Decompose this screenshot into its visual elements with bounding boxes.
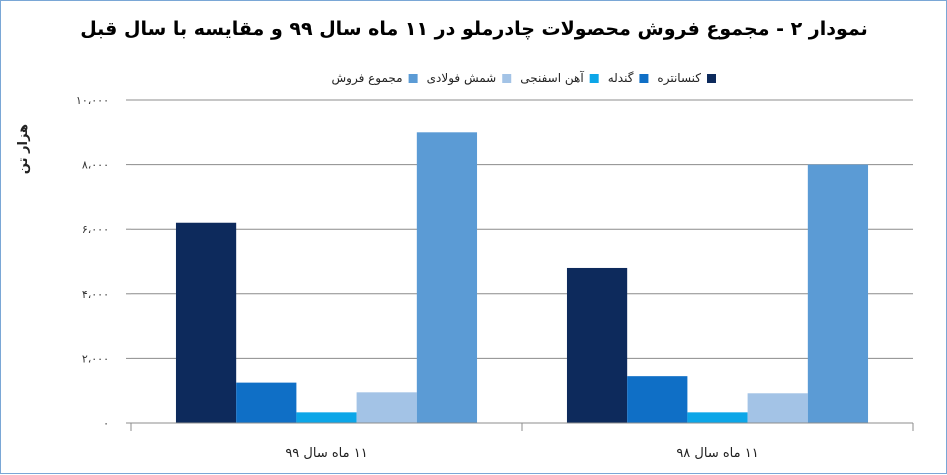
legend-swatch [707,74,716,83]
x-axis: ۱۱ ماه سال ۹۹ ۱۱ ماه سال ۹۸ [130,422,914,461]
bars [175,132,869,424]
bar [627,376,688,423]
legend-swatch [589,74,599,83]
gridlines [126,99,913,424]
legend-swatch [639,74,649,83]
y-tick-label: ۸،۰۰۰ [82,159,109,172]
chart-title: نمودار ۲ - مجموع فروش محصولات چادرملو در… [80,18,868,40]
bar [747,393,808,423]
y-tick-label: ۶،۰۰۰ [82,223,109,236]
bar [416,132,478,424]
legend-label: شمش فولادی [427,71,497,86]
bar [807,164,869,423]
y-tick-label: ۲،۰۰۰ [82,352,109,365]
legend-label: کنسانتره [657,71,701,86]
bar [296,412,357,423]
bar [356,392,417,423]
bar [175,222,237,423]
x-category-label: ۱۱ ماه سال ۹۹ [285,446,367,461]
bar [687,412,748,423]
x-category-label: ۱۱ ماه سال ۹۸ [676,446,758,461]
y-axis-ticks: ۰ ۲،۰۰۰ ۴،۰۰۰ ۶،۰۰۰ ۸،۰۰۰ ۱۰،۰۰۰ [76,94,109,430]
y-tick-label: ۱۰،۰۰۰ [76,94,109,107]
bar [566,267,628,423]
legend: کنسانتره گندله آهن اسفنجی شمش فولادی مجموع ف… [332,70,716,86]
y-tick-label: ۴،۰۰۰ [82,288,109,301]
y-axis-label: هزار تن [16,124,31,174]
bar [236,382,297,423]
legend-swatch [502,74,512,83]
legend-label: آهن اسفنجی [520,70,584,86]
y-tick-label: ۰ [103,417,109,430]
legend-label: مجموع فروش [332,71,403,86]
legend-label: گندله [608,71,634,85]
legend-swatch [408,74,418,83]
